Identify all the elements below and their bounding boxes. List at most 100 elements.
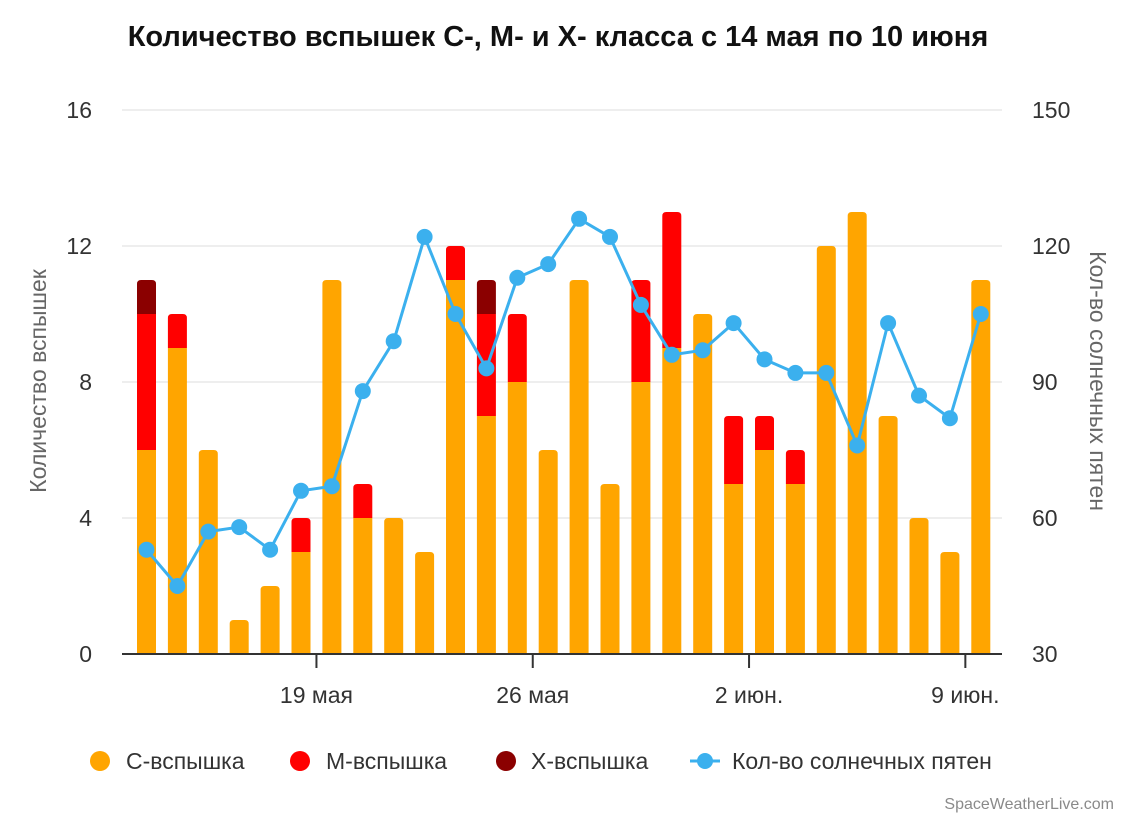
x-tick-label: 2 июн. — [715, 682, 783, 708]
sunspot-point — [880, 315, 897, 332]
sunspot-point — [354, 383, 371, 400]
sunspot-point — [447, 306, 464, 322]
sunspot-point — [169, 578, 186, 594]
bar-c-flare — [909, 518, 929, 654]
sunspot-point — [972, 306, 989, 322]
legend-sunspots-marker — [697, 753, 713, 769]
y2-tick-label: 90 — [1032, 369, 1058, 395]
sunspot-series-line — [145, 217, 983, 588]
sunspot-point — [911, 387, 927, 404]
y-tick-label: 4 — [79, 505, 92, 531]
sunspot-point — [849, 437, 866, 454]
bar-c-flare — [971, 280, 991, 654]
bar-c-flare — [415, 552, 435, 654]
sunspot-point — [787, 364, 804, 381]
bar-c-flare — [291, 552, 311, 654]
bar-c-flare — [878, 416, 898, 654]
y-tick-label: 16 — [66, 97, 92, 123]
credit-text: SpaceWeatherLive.com — [944, 796, 1114, 813]
bar-c-flare — [446, 280, 465, 654]
sunspot-point — [293, 482, 309, 499]
bar-c-flare — [569, 280, 589, 654]
bar-m-flare — [291, 518, 311, 552]
sunspot-point — [756, 351, 773, 368]
bar-c-flare — [631, 382, 651, 654]
sunspot-point — [571, 210, 588, 227]
sunspot-point — [509, 269, 526, 286]
bar-c-flare — [940, 552, 960, 654]
y-tick-label: 8 — [79, 369, 92, 395]
x-tick-label: 9 июн. — [931, 682, 999, 708]
x-tick-label: 26 мая — [496, 682, 569, 708]
sunspot-point — [663, 346, 680, 363]
bar-m-flare — [507, 314, 527, 382]
bar-c-flare — [816, 246, 836, 654]
sunspot-point — [231, 519, 248, 536]
sunspot-point — [416, 228, 433, 245]
bar-c-flare — [847, 212, 867, 654]
grid — [122, 109, 1002, 519]
legend-sunspots-label: Кол-во солнечных пятен — [732, 748, 992, 774]
sunspot-point — [818, 364, 835, 381]
bar-m-flare — [446, 246, 465, 280]
bar-m-flare — [662, 212, 682, 348]
legend-c-flare-marker — [90, 751, 110, 771]
x-tick-label: 19 мая — [280, 682, 353, 708]
legend: C-вспышка M-вспышка X-вспышка Кол-во сол… — [90, 748, 992, 774]
bar-c-flare — [600, 484, 620, 654]
bar-c-flare — [785, 484, 805, 654]
legend-m-flare-marker — [290, 751, 310, 771]
sunspot-point — [632, 296, 649, 313]
bar-m-flare — [353, 484, 373, 518]
sunspot-point — [540, 256, 557, 273]
bar-c-flare — [507, 382, 527, 654]
legend-item-x-flare[interactable]: X-вспышка — [496, 748, 648, 774]
bars — [137, 212, 991, 654]
bar-c-flare — [538, 450, 558, 654]
bar-c-flare — [353, 518, 373, 654]
sunspot-point — [478, 360, 495, 377]
sunspot-point — [941, 410, 958, 427]
bar-c-flare — [476, 416, 496, 654]
legend-x-flare-label: X-вспышка — [531, 748, 648, 774]
bar-c-flare — [322, 280, 342, 654]
y-tick-label: 0 — [79, 641, 92, 667]
sunspot-point — [385, 333, 402, 350]
bar-c-flare — [229, 620, 249, 654]
sunspot-point — [725, 315, 742, 332]
sunspot-point — [323, 478, 340, 495]
legend-m-flare-label: M-вспышка — [326, 748, 447, 774]
bar-m-flare — [724, 416, 744, 484]
legend-x-flare-marker — [496, 751, 516, 771]
bar-x-flare — [137, 280, 156, 314]
axes: 0 4 8 12 16 30 60 90 120 150 19 мая 26 мая 2 июн. 9 и… — [66, 97, 1070, 708]
legend-item-c-flare[interactable]: C-вспышка — [90, 748, 245, 774]
bar-c-flare — [198, 450, 218, 654]
y2-tick-label: 150 — [1032, 97, 1070, 123]
y2-tick-label: 60 — [1032, 505, 1058, 531]
y2-tick-label: 120 — [1032, 233, 1070, 259]
sunspot-point — [602, 228, 618, 245]
bar-c-flare — [167, 348, 187, 654]
y2-axis-label: Кол-во солнечных пятен — [1085, 251, 1111, 511]
sunspot-point — [138, 541, 155, 558]
sunspot-point — [262, 541, 279, 558]
y-axis-label: Количество вспышек — [25, 268, 51, 493]
sunspot-point — [200, 523, 217, 540]
bar-m-flare — [137, 314, 156, 450]
bar-m-flare — [755, 416, 774, 450]
legend-item-sunspots[interactable]: Кол-во солнечных пятен — [690, 748, 992, 774]
bar-c-flare — [724, 484, 744, 654]
sunspot-line — [138, 210, 989, 594]
bar-c-flare — [693, 314, 713, 654]
bar-m-flare — [631, 280, 651, 382]
sunspot-point — [694, 342, 711, 359]
bar-m-flare — [167, 314, 187, 348]
legend-item-m-flare[interactable]: M-вспышка — [290, 748, 447, 774]
bar-c-flare — [755, 450, 774, 654]
bar-c-flare — [260, 586, 280, 654]
bar-c-flare — [662, 348, 682, 654]
chart-title: Количество вспышек С-, M- и Х- класса с … — [128, 21, 989, 53]
bar-x-flare — [476, 280, 496, 314]
